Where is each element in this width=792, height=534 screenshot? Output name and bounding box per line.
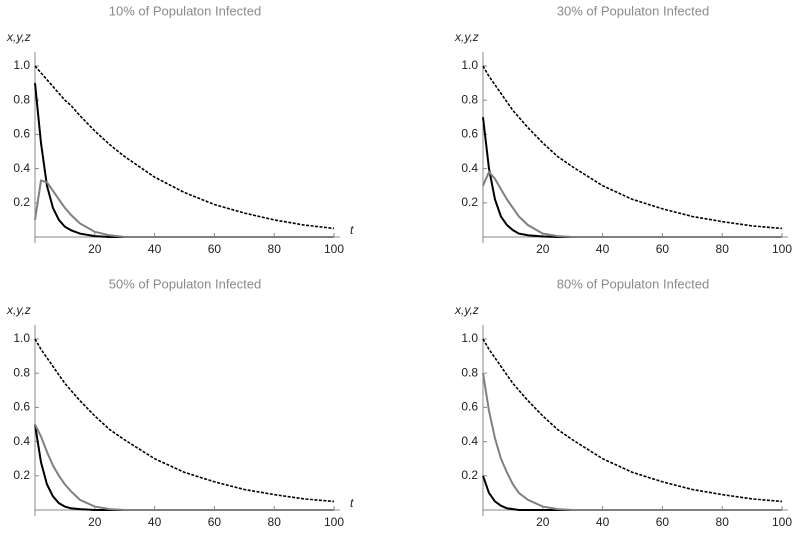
x-tick-label: 80 — [716, 515, 730, 529]
x-tick-label: 100 — [324, 242, 344, 256]
y-tick-label: 0.8 — [13, 92, 30, 106]
y-tick-label: 0.2 — [461, 195, 478, 209]
x-tick-label: 40 — [148, 515, 162, 529]
y-tick-label: 1.0 — [461, 58, 478, 72]
y-axis-label: x,y,z — [6, 303, 31, 317]
x-tick-label: 100 — [772, 515, 792, 529]
y-axis-label: x,y,z — [454, 303, 479, 317]
y-tick-label: 1.0 — [13, 58, 30, 72]
x-tick-label: 80 — [268, 242, 282, 256]
x-tick-label: 60 — [208, 515, 222, 529]
y-tick-label: 0.4 — [13, 161, 30, 175]
data-line — [482, 475, 782, 511]
y-tick-label: 0.8 — [13, 365, 30, 379]
data-line — [482, 65, 783, 230]
y-tick-label: 0.6 — [461, 400, 478, 414]
data-line — [34, 338, 335, 503]
y-tick-label: 1.0 — [461, 331, 478, 345]
x-tick-label: 20 — [536, 242, 550, 256]
x-tick-label: 20 — [88, 242, 102, 256]
data-line — [482, 117, 782, 238]
x-tick-label: 60 — [656, 515, 670, 529]
y-tick-label: 0.2 — [13, 195, 30, 209]
y-tick-label: 0.6 — [13, 400, 30, 414]
y-tick-label: 0.8 — [461, 365, 478, 379]
x-tick-label: 40 — [148, 242, 162, 256]
chart-title: 30% of Populaton Infected — [557, 3, 710, 18]
data-line — [482, 170, 782, 238]
chart-title: 50% of Populaton Infected — [109, 276, 262, 291]
data-line — [482, 338, 783, 503]
y-axis-label: x,y,z — [6, 30, 31, 44]
chart-title: 10% of Populaton Infected — [109, 3, 262, 18]
y-axis-label: x,y,z — [454, 30, 479, 44]
y-tick-label: 0.6 — [13, 127, 30, 141]
x-tick-label: 100 — [324, 515, 344, 529]
x-tick-label: 100 — [772, 242, 792, 256]
x-tick-label: 20 — [536, 515, 550, 529]
y-tick-label: 0.4 — [13, 434, 30, 448]
x-axis-label: t — [350, 223, 354, 237]
x-tick-label: 40 — [596, 242, 610, 256]
data-line — [34, 83, 334, 238]
x-tick-label: 40 — [596, 515, 610, 529]
y-tick-label: 0.8 — [461, 92, 478, 106]
chart-title: 80% of Populaton Infected — [557, 276, 710, 291]
x-axis-label: t — [350, 496, 354, 510]
x-tick-label: 60 — [208, 242, 222, 256]
x-tick-label: 20 — [88, 515, 102, 529]
y-tick-label: 0.4 — [461, 434, 478, 448]
x-tick-label: 80 — [268, 515, 282, 529]
y-tick-label: 1.0 — [13, 331, 30, 345]
y-tick-label: 0.2 — [461, 468, 478, 482]
y-tick-label: 0.4 — [461, 161, 478, 175]
data-line — [34, 424, 334, 511]
data-line — [34, 65, 335, 230]
data-line — [34, 179, 334, 238]
x-tick-label: 80 — [716, 242, 730, 256]
x-tick-label: 60 — [656, 242, 670, 256]
y-tick-label: 0.6 — [461, 127, 478, 141]
data-line — [482, 373, 782, 511]
y-tick-label: 0.2 — [13, 468, 30, 482]
